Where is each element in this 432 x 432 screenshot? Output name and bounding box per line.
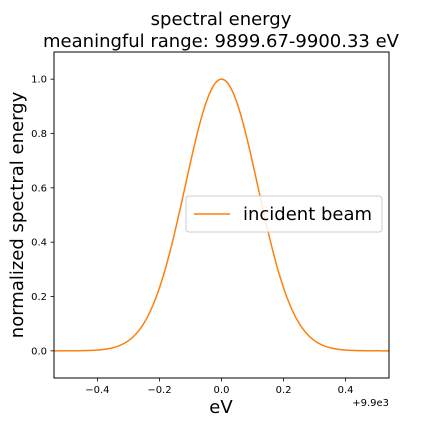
y-tick-label: 0.4 <box>31 238 47 249</box>
x-tick-label: 0.0 <box>214 385 230 396</box>
y-axis-ticks: 0.0 0.2 0.4 0.6 0.8 1.0 <box>31 75 54 357</box>
chart-title-line-2: meaningful range: 9899.67-9900.33 eV <box>43 31 400 52</box>
x-tick-label: 0.4 <box>338 385 354 396</box>
y-tick-label: 1.0 <box>31 75 47 86</box>
x-tick-label: −0.4 <box>85 385 109 396</box>
legend-label-incident-beam: incident beam <box>243 204 372 225</box>
x-axis-ticks: −0.4 −0.2 0.0 0.2 0.4 <box>85 378 354 396</box>
chart-title-line-1: spectral energy <box>151 9 292 30</box>
y-tick-label: 0.8 <box>31 129 47 140</box>
legend-box <box>185 195 383 233</box>
x-tick-label: −0.2 <box>147 385 171 396</box>
x-axis-label: eV <box>209 397 233 418</box>
series-line-incident-beam <box>54 78 389 352</box>
legend: incident beam <box>185 195 383 233</box>
plot-frame <box>53 51 390 379</box>
y-tick-label: 0.0 <box>31 346 47 357</box>
y-axis-label: normalized spectral energy <box>7 91 28 338</box>
x-tick-label: 0.2 <box>276 385 292 396</box>
y-tick-label: 0.6 <box>31 183 47 194</box>
y-tick-label: 0.2 <box>31 292 47 303</box>
x-axis-offset-label: +9.9e3 <box>352 398 389 409</box>
